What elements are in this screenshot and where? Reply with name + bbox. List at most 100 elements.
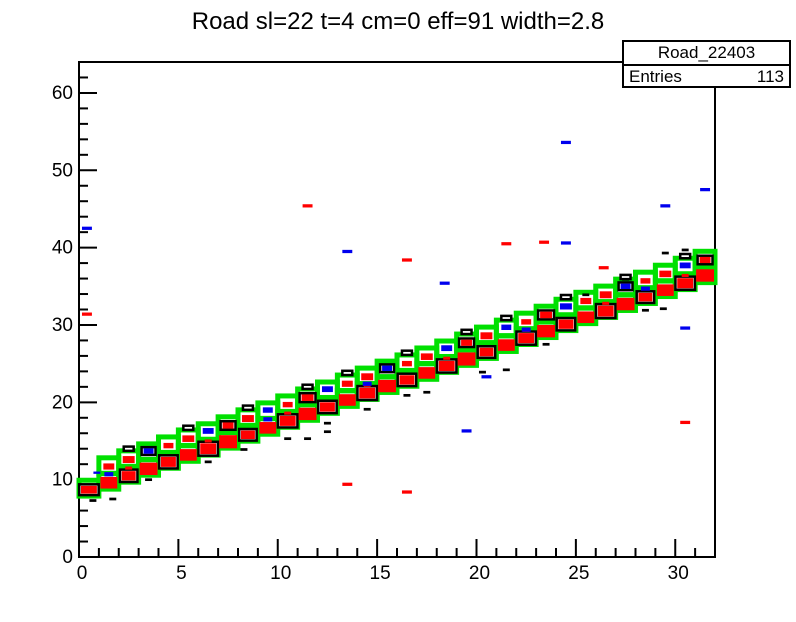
hit-box-red xyxy=(338,394,356,406)
x-tick-label: 15 xyxy=(370,563,391,584)
outlier-dash-red xyxy=(81,312,92,316)
hit-dash-black xyxy=(89,499,97,502)
hit-box-red xyxy=(420,353,433,360)
hit-box-red xyxy=(521,319,532,325)
hit-box-blue xyxy=(640,286,650,291)
hit-box-red xyxy=(656,284,674,296)
hit-box-red xyxy=(284,411,292,415)
hit-box-red xyxy=(80,485,97,494)
outlier-dash-red xyxy=(302,204,313,208)
y-tick-label: 0 xyxy=(62,547,73,568)
hit-box-red xyxy=(361,373,374,381)
hit-dash-black xyxy=(622,277,630,281)
hit-box-red xyxy=(122,456,135,464)
x-tick-label: 0 xyxy=(77,563,88,584)
hit-box-red xyxy=(222,422,234,429)
hit-box-red xyxy=(696,269,715,282)
hit-box-red xyxy=(200,443,217,455)
hit-box-red xyxy=(279,415,296,426)
hit-box-red xyxy=(616,297,635,311)
hit-box-red xyxy=(597,305,614,317)
outlier-dash-blue xyxy=(439,281,450,285)
hit-box-red xyxy=(518,333,535,344)
y-tick-label: 50 xyxy=(52,160,73,181)
hit-box-blue xyxy=(143,448,154,454)
hit-box-red xyxy=(182,435,195,442)
hit-box-black-open xyxy=(500,314,513,322)
outlier-dash-red xyxy=(342,482,353,486)
hit-dash-black xyxy=(109,497,117,501)
road-box xyxy=(692,248,718,270)
hit-box-red xyxy=(602,301,610,305)
outlier-dash-blue xyxy=(560,140,571,145)
hit-box-black-open xyxy=(122,445,135,453)
hit-dash-black xyxy=(284,437,292,441)
hit-dash-black xyxy=(403,393,411,397)
hit-box-red xyxy=(659,270,672,278)
hit-box-blue xyxy=(441,345,453,352)
hit-box-red xyxy=(540,311,553,319)
hit-dash-black xyxy=(641,308,649,312)
hit-box-red xyxy=(580,297,592,305)
hit-dash-black xyxy=(681,248,689,252)
y-tick-label: 20 xyxy=(52,392,73,413)
outlier-dash-blue xyxy=(81,226,92,230)
x-tick-label: 20 xyxy=(469,563,490,584)
outlier-dash-red xyxy=(501,242,512,246)
hit-box-red xyxy=(125,466,133,470)
hit-box-red xyxy=(457,352,476,366)
outlier-dash-blue xyxy=(342,249,353,254)
hit-dash-black xyxy=(363,407,371,411)
stats-entries-label: Entries xyxy=(629,67,682,86)
hit-dash-black xyxy=(204,460,212,464)
hit-box-blue xyxy=(104,472,114,477)
hit-box-red xyxy=(259,422,277,434)
outlier-dash-red xyxy=(539,240,550,244)
hit-box-red xyxy=(121,471,136,481)
hit-box-red xyxy=(443,356,451,360)
hit-box-red xyxy=(160,456,176,467)
hit-box-red xyxy=(438,360,455,371)
hit-box-red xyxy=(418,367,436,379)
hit-box-red xyxy=(378,379,397,393)
outlier-dash-red xyxy=(401,258,412,262)
outlier-dash-red xyxy=(680,420,691,425)
y-tick-label: 40 xyxy=(52,238,73,259)
hit-box-red xyxy=(479,347,494,357)
hit-box-black-open xyxy=(678,252,692,260)
outlier-dash-red xyxy=(401,490,412,494)
hit-dash-black xyxy=(659,307,667,311)
hit-box-blue xyxy=(263,417,273,422)
y-tick-label: 10 xyxy=(52,470,73,491)
hit-box-red xyxy=(677,278,694,289)
hit-box-black-open xyxy=(241,404,255,412)
outlier-dash-blue xyxy=(481,375,492,379)
stats-entries-value: 113 xyxy=(756,67,784,86)
hit-box-red xyxy=(163,442,174,449)
outlier-dash-blue xyxy=(700,187,711,192)
hit-box-red xyxy=(359,387,376,399)
hit-box-red xyxy=(537,324,556,338)
hit-box-red xyxy=(298,407,317,421)
hit-box-blue xyxy=(501,324,512,330)
outlier-dash-blue xyxy=(560,241,571,245)
hit-box-black-open xyxy=(460,328,473,336)
x-tick-label: 30 xyxy=(668,563,689,584)
hit-dash-black xyxy=(661,251,669,255)
hit-box-red xyxy=(341,380,353,387)
hit-dash-black xyxy=(542,342,550,346)
hit-box-red xyxy=(204,439,212,443)
hit-box-blue xyxy=(559,303,572,310)
hit-box-red xyxy=(640,278,651,284)
x-tick-label: 25 xyxy=(568,563,589,584)
stats-box: Road_22403 Entries 113 xyxy=(622,40,791,88)
plot-title: Road sl=22 t=4 cm=0 eff=91 width=2.8 xyxy=(191,8,605,35)
hit-box-red xyxy=(301,394,314,401)
hit-dash-black xyxy=(502,368,510,372)
outlier-dash-blue xyxy=(680,326,691,330)
hit-box-red xyxy=(241,415,254,423)
outlier-dash-blue xyxy=(660,204,671,208)
hit-box-red xyxy=(282,401,293,408)
hit-box-red xyxy=(558,319,574,329)
